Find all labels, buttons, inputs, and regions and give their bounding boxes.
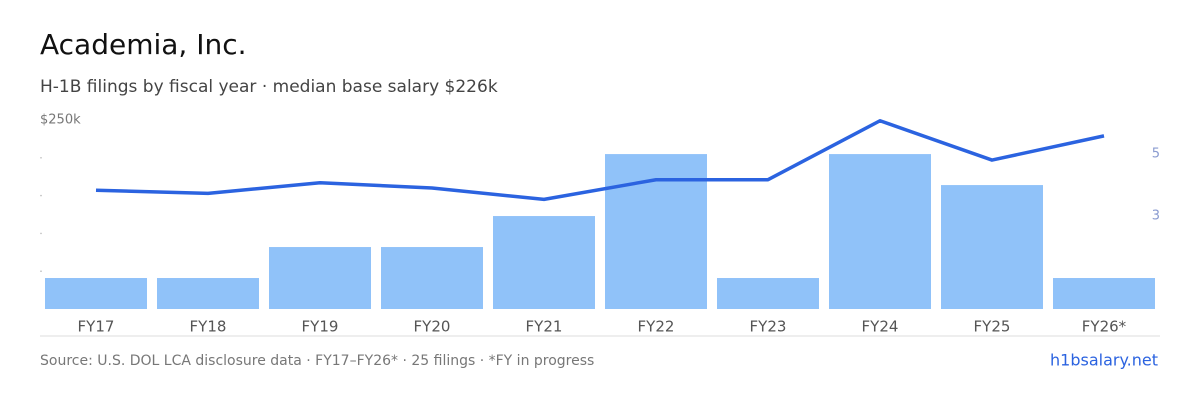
y-tick-dot <box>40 232 42 235</box>
brand-link[interactable]: h1bsalary.net <box>1050 351 1158 370</box>
x-tick-label: FY26* <box>1082 318 1127 336</box>
bar <box>829 154 931 309</box>
y-tick-dot <box>40 270 42 273</box>
y2-tick-label: 3 <box>1152 209 1160 224</box>
x-tick-label: FY24 <box>862 318 899 336</box>
bar <box>941 185 1043 309</box>
bar <box>1053 278 1155 309</box>
y-tick-dot <box>40 194 42 197</box>
bar <box>381 247 483 309</box>
source-note: Source: U.S. DOL LCA disclosure data · F… <box>40 353 594 369</box>
x-tick-label: FY21 <box>526 318 563 336</box>
chart-title: Academia, Inc. <box>40 28 247 61</box>
x-tick-label: FY17 <box>78 318 115 336</box>
bar <box>269 247 371 309</box>
y2-tick-label: 5 <box>1152 147 1160 162</box>
bar <box>717 278 819 309</box>
x-tick-label: FY18 <box>190 318 227 336</box>
bar <box>157 278 259 309</box>
bar <box>605 154 707 309</box>
y-tick-dot <box>40 157 42 159</box>
x-tick-label: FY19 <box>302 318 339 336</box>
x-tick-label: FY20 <box>414 318 451 336</box>
bar <box>45 278 147 309</box>
x-tick-label: FY22 <box>638 318 675 336</box>
salary-line <box>95 119 1105 202</box>
bar <box>493 216 595 309</box>
y-tick-label: $250k <box>40 113 81 128</box>
x-tick-label: FY25 <box>974 318 1011 336</box>
chart-subtitle: H-1B filings by fiscal year · median bas… <box>40 77 498 97</box>
x-tick-label: FY23 <box>750 318 787 336</box>
